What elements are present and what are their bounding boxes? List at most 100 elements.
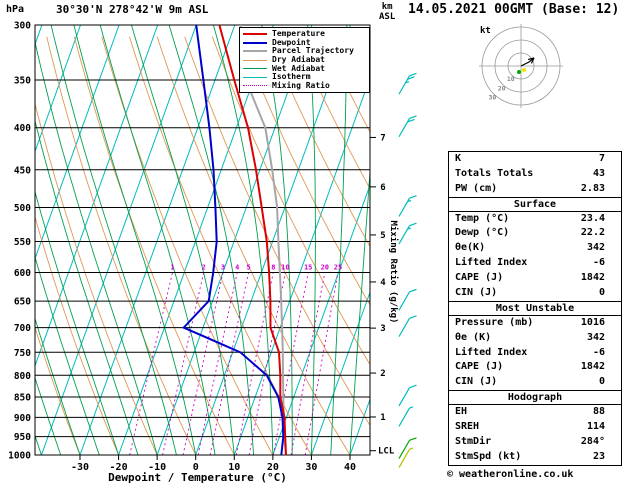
stats-row: Lifted Index -6 [449, 256, 621, 271]
stats-value: 43 [592, 167, 605, 179]
legend-item-label: Dewpoint [272, 37, 311, 47]
legend-item: Wet Adiabat [243, 64, 366, 73]
legend-line-sample [243, 85, 267, 87]
mixing-ratio-value-label: 4 [235, 264, 239, 272]
km-tick-label: 4 [380, 278, 386, 288]
stats-section-title: Surface [449, 196, 621, 212]
mixing-ratio-line [209, 272, 250, 455]
legend-item: Dry Adiabat [243, 56, 366, 65]
mixing-ratio-line [272, 272, 309, 455]
pressure-tick-label: 550 [14, 237, 31, 248]
stats-label: Pressure (mb) [455, 316, 534, 328]
isotherm-line [0, 25, 3, 455]
hodograph-ring-label: 10 [507, 75, 515, 83]
wet-adiabat-line [35, 376, 62, 455]
stats-label: StmDir [455, 435, 492, 447]
wind-barb [398, 406, 414, 427]
hodograph-ring [481, 26, 561, 106]
hodograph-trace [520, 57, 535, 67]
stats-value: 23 [592, 450, 605, 462]
stats-value: -6 [592, 257, 605, 269]
pressure-tick-label: 600 [14, 268, 31, 279]
legend-line-sample [243, 50, 267, 53]
isotherm-line [156, 25, 313, 455]
km-tick-label: 5 [380, 231, 385, 241]
isotherm-line [272, 183, 370, 455]
dry-adiabat-line [35, 215, 120, 455]
mixing-ratio-value-label: 1 [170, 264, 174, 272]
stats-value: 284° [580, 435, 605, 447]
km-tick-label: 7 [380, 133, 385, 143]
km-tick-label: 1 [380, 413, 385, 423]
stats-value: 342 [586, 331, 605, 343]
isotherm-line [233, 76, 370, 455]
legend-item-label: Mixing Ratio [272, 80, 330, 90]
mixing-ratio-value-label: 2 [202, 264, 206, 272]
lcl-label: LCL [378, 447, 395, 457]
legend-item-label: Dry Adiabat [272, 55, 325, 65]
stats-row: CIN (J) 0 [449, 286, 621, 301]
legend-line-sample [243, 76, 267, 78]
dry-adiabat-line [211, 36, 370, 366]
stats-section-title: Most Unstable [449, 300, 621, 316]
stats-value: 7 [598, 153, 605, 164]
stats-row: CIN (J) 0 [449, 375, 621, 390]
wind-barb [398, 384, 417, 407]
hodograph-arrowhead [530, 57, 535, 64]
stats-row: θe(K) 342 [449, 241, 621, 256]
isotherm-line [35, 25, 159, 368]
hodograph-ring [494, 39, 548, 93]
x-axis-label: Dewpoint / Temperature (°C) [108, 471, 287, 484]
pressure-tick-label: 850 [14, 392, 31, 403]
legend-item-label: Parcel Trajectory [272, 46, 354, 56]
pressure-tick-label: 450 [14, 165, 31, 176]
dry-adiabat-line [267, 36, 370, 248]
stats-value: 1842 [580, 361, 605, 373]
isotherm-line [118, 25, 274, 455]
legend-item: Parcel Trajectory [243, 47, 366, 56]
wind-barb [398, 288, 417, 311]
dry-adiabat-line [35, 326, 81, 455]
pressure-tick-label: 950 [14, 432, 31, 443]
stats-value: 1842 [580, 272, 605, 284]
dry-adiabat-line [46, 36, 197, 455]
stats-table: K 7 Totals Totals 43 PW (cm) 2.83 Surface Temp … [448, 151, 622, 466]
mixing-ratio-value-label: 8 [271, 264, 275, 272]
stats-row: Totals Totals 43 [449, 167, 621, 182]
datetime-title: 14.05.2021 00GMT (Base: 12) [408, 2, 620, 17]
stats-label: Temp (°C) [455, 212, 510, 224]
stats-value: 0 [598, 287, 605, 299]
stats-row: Lifted Index -6 [449, 346, 621, 361]
mixing-ratio-value-label: 20 [321, 264, 329, 272]
stats-row: θe (K) 342 [449, 331, 621, 346]
stats-value: 2.83 [580, 182, 605, 194]
legend-item-label: Temperature [272, 29, 325, 39]
stats-row: CAPE (J) 1842 [449, 360, 621, 375]
hodograph-arrowhead [528, 57, 535, 61]
temp-tick-label: 10 [228, 462, 240, 473]
stats-label: StmSpd (kt) [455, 450, 522, 462]
mixing-ratio-line [182, 272, 224, 455]
wind-barb [398, 115, 417, 138]
dry-adiabat-line [73, 36, 235, 455]
wind-barb [398, 72, 417, 95]
stats-label: CAPE (J) [455, 272, 504, 284]
dry-adiabat-line [101, 36, 274, 455]
altitude-unit-label: km ASL [379, 2, 395, 22]
stats-label: Lifted Index [455, 257, 528, 269]
mixing-ratio-value-label: 3 [221, 264, 225, 272]
mixing-ratio-value-label: 25 [334, 264, 342, 272]
stats-value: 22.2 [580, 227, 605, 239]
temp-tick-label: -10 [148, 462, 166, 473]
dry-adiabat-line [294, 36, 370, 190]
hodograph-ring-label: 20 [498, 84, 506, 92]
legend-item-label: Wet Adiabat [272, 63, 325, 73]
plot-border [34, 24, 371, 456]
altitude-unit-km: km [381, 2, 393, 12]
stats-label: CIN (J) [455, 287, 498, 299]
stats-label: SREH [455, 421, 480, 433]
